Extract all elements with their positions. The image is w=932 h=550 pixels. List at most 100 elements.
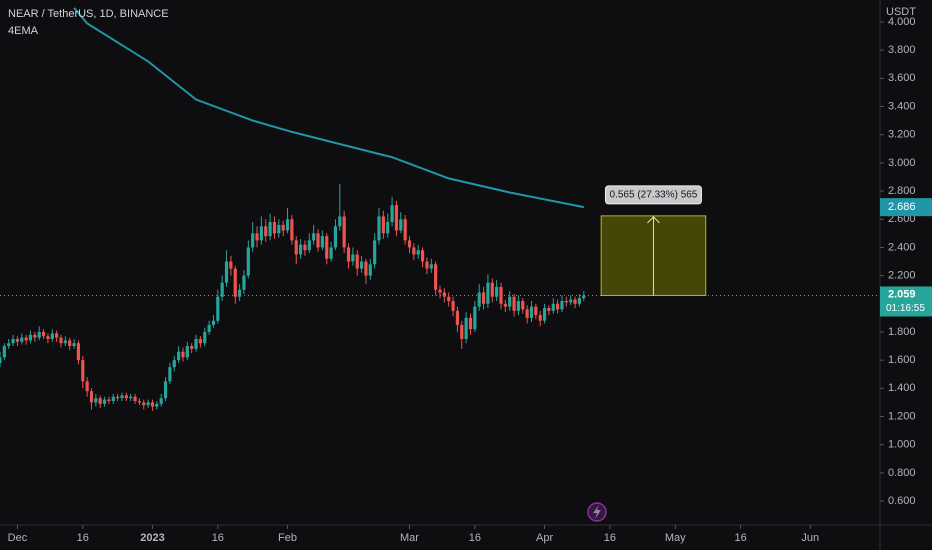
candle-body (381, 216, 385, 234)
measure-label: 0.565 (27.33%) 565 (610, 190, 698, 201)
last-price-label: 2.059 (888, 288, 916, 300)
candle-body (229, 261, 233, 269)
candle-body (329, 247, 333, 259)
candle-body (216, 296, 220, 321)
candle-body (364, 261, 368, 276)
y-tick-label: 2.400 (888, 241, 916, 253)
candle-body (569, 299, 573, 303)
x-tick-label: 16 (77, 532, 89, 544)
x-tick-label: Jun (801, 532, 819, 544)
candle-body (499, 286, 503, 304)
candle-body (490, 282, 494, 297)
y-tick-label: 1.600 (888, 354, 916, 366)
y-tick-label: 2.800 (888, 185, 916, 197)
candle-body (20, 337, 24, 342)
candle-body (420, 250, 425, 262)
candle-body (89, 391, 94, 403)
indicator-name: 4EMA (8, 25, 39, 37)
candle-body (573, 299, 577, 304)
x-tick-label: Mar (400, 532, 419, 544)
candle-body (290, 219, 294, 241)
y-tick-label: 3.600 (888, 72, 916, 84)
measure-arrowhead (647, 216, 660, 224)
x-tick-label: Feb (278, 532, 297, 544)
candle-body (355, 254, 359, 269)
candle-body (438, 289, 442, 293)
candle-body (577, 298, 582, 304)
candle-body (455, 310, 460, 325)
candle-body (264, 226, 268, 237)
candle-body (503, 303, 507, 307)
ema-line (73, 7, 584, 209)
candle-body (564, 300, 568, 303)
candle-body (28, 334, 33, 341)
candle-body (351, 254, 355, 262)
y-tick-label: 1.000 (888, 439, 916, 451)
candle-body (155, 403, 159, 407)
y-tick-label: 1.800 (888, 326, 916, 338)
candle-body (220, 282, 224, 297)
lightning-icon (587, 502, 607, 522)
candle-body (346, 247, 351, 262)
candle-body (442, 292, 446, 297)
candle-body (303, 244, 307, 251)
candle-body (556, 303, 560, 310)
candle-body (307, 240, 311, 251)
candle-body (7, 343, 11, 347)
candle-body (37, 331, 41, 338)
candle-body (447, 296, 451, 301)
candle-body (185, 346, 189, 358)
candle-body (473, 306, 477, 330)
x-tick-label: 16 (734, 532, 746, 544)
x-tick-label: Dec (8, 532, 28, 544)
candle-body (538, 315, 542, 321)
ema-price-label: 2.686 (888, 201, 916, 213)
candle-body (63, 340, 67, 344)
candle-body (163, 381, 168, 399)
candle-body (146, 402, 150, 406)
candle-body (285, 219, 290, 231)
candle-body (142, 402, 146, 406)
candle-body (368, 264, 372, 276)
candle-body (551, 303, 555, 311)
x-tick-label: Apr (536, 532, 553, 544)
candle-body (412, 247, 416, 255)
measure-label-box (604, 185, 702, 205)
x-tick-label: 16 (212, 532, 224, 544)
candle-body (294, 240, 298, 255)
candle-body (129, 396, 133, 399)
candle-body (33, 334, 37, 338)
candle-body (434, 264, 438, 290)
candle-body (211, 320, 216, 325)
candle-body (516, 300, 521, 311)
x-tick-label: 16 (469, 532, 481, 544)
candle-body (2, 346, 6, 358)
candle-body (298, 244, 303, 255)
candle-body (512, 296, 516, 311)
candle-body (377, 216, 381, 241)
y-tick-label: 4.000 (888, 16, 916, 28)
candle-body (159, 398, 163, 404)
candle-body (55, 333, 59, 338)
candle-body (582, 295, 586, 299)
candle-body (0, 357, 2, 363)
candle-body (124, 395, 128, 399)
y-tick-label: 0.600 (888, 495, 916, 507)
candle-body (107, 399, 111, 402)
candle-body (394, 205, 399, 231)
candle-body (316, 233, 320, 248)
candle-body (403, 219, 407, 241)
candle-body (190, 346, 194, 349)
ema-price-tag (880, 198, 932, 217)
candle-body (464, 317, 468, 340)
candle-body (529, 306, 534, 318)
candle-body (233, 268, 237, 297)
candle-body (525, 309, 529, 318)
candle-body (203, 331, 207, 344)
y-tick-label: 1.400 (888, 382, 916, 394)
candle-body (390, 205, 394, 223)
candle-body (481, 292, 486, 304)
candle-body (338, 216, 342, 227)
